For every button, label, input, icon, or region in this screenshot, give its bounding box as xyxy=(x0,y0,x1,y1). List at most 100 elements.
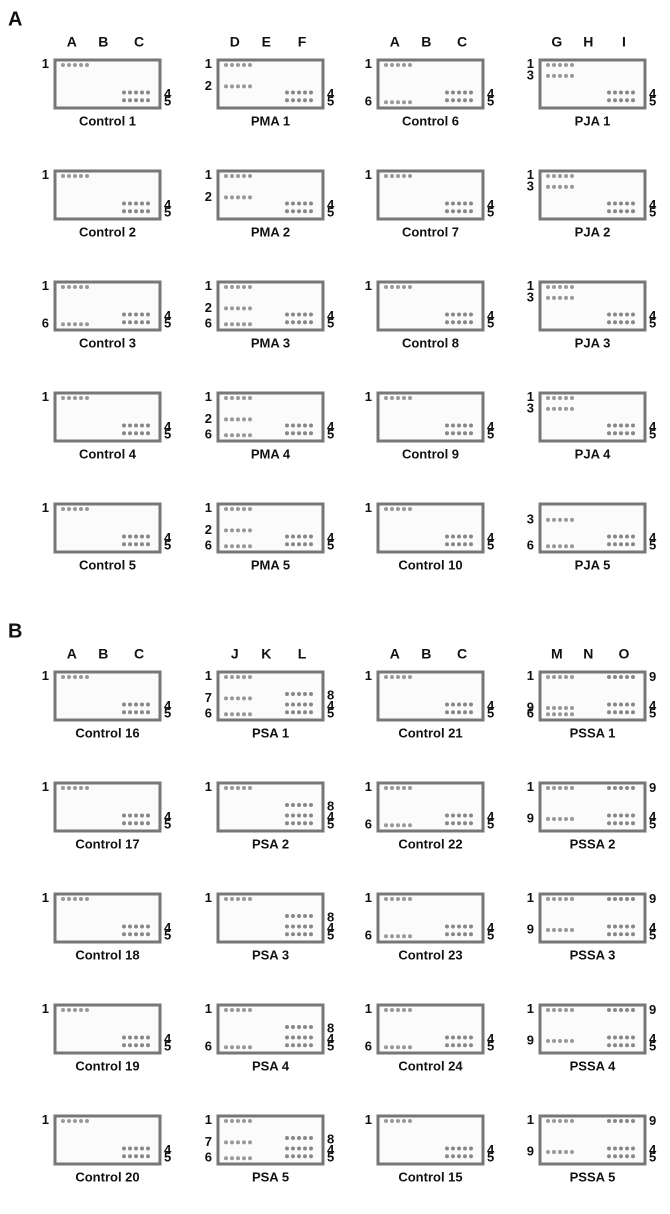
spot-label: 9 xyxy=(527,921,534,936)
spot-label: 6 xyxy=(205,538,212,553)
spot xyxy=(552,1119,556,1123)
spot-label: 5 xyxy=(487,1039,494,1054)
spot xyxy=(128,1043,132,1047)
spot xyxy=(128,424,132,428)
spot-label: 6 xyxy=(365,94,372,109)
spot xyxy=(309,542,313,546)
plate-frame xyxy=(55,60,160,108)
spot xyxy=(242,1119,246,1123)
column-header: A xyxy=(67,646,77,662)
spot xyxy=(309,803,313,807)
spot xyxy=(285,814,289,818)
plate-caption: PSA 3 xyxy=(252,947,289,962)
plate-frame xyxy=(218,282,323,330)
spot xyxy=(631,209,635,213)
spot-label: 1 xyxy=(365,1112,372,1127)
spot-label: 6 xyxy=(205,1150,212,1165)
plate-frame xyxy=(218,1005,323,1053)
spot xyxy=(445,932,449,936)
spot-label: 9 xyxy=(649,780,656,795)
plate-frame xyxy=(55,783,160,831)
spot xyxy=(128,814,132,818)
spot xyxy=(564,1039,568,1043)
spot-label: 5 xyxy=(327,1039,334,1054)
plate-caption: PSA 4 xyxy=(252,1058,290,1073)
spot xyxy=(402,63,406,67)
spot xyxy=(570,928,574,932)
spot xyxy=(297,542,301,546)
spot xyxy=(463,1154,467,1158)
tlc-plate: 1245PMA 2 xyxy=(205,167,335,239)
spot xyxy=(134,424,138,428)
spot xyxy=(128,91,132,95)
spot xyxy=(625,703,629,707)
spot xyxy=(402,934,406,938)
spot xyxy=(619,1036,623,1040)
spot xyxy=(309,320,313,324)
spot-label: 9 xyxy=(649,1002,656,1017)
spot xyxy=(445,209,449,213)
spot xyxy=(570,518,574,522)
plate-caption: Control 23 xyxy=(398,947,462,962)
plate-frame xyxy=(378,60,483,108)
spot xyxy=(631,1119,635,1123)
column-header: C xyxy=(134,34,144,50)
plate-caption: PSA 2 xyxy=(252,836,289,851)
plate-frame xyxy=(218,60,323,108)
plate-frame xyxy=(540,393,645,441)
spot xyxy=(613,535,617,539)
spot-label: 5 xyxy=(487,205,494,220)
spot xyxy=(248,1045,252,1049)
spot xyxy=(570,817,574,821)
spot xyxy=(242,897,246,901)
spot xyxy=(613,1147,617,1151)
spot xyxy=(384,1045,388,1049)
spot xyxy=(242,433,246,437)
spot xyxy=(285,1136,289,1140)
spot-label: 1 xyxy=(527,1112,534,1127)
spot-label: 6 xyxy=(365,817,372,832)
spot xyxy=(297,803,301,807)
spot xyxy=(248,1119,252,1123)
spot xyxy=(291,535,295,539)
spot xyxy=(134,91,138,95)
spot xyxy=(445,535,449,539)
spot xyxy=(558,1150,562,1154)
spot xyxy=(230,63,234,67)
spot xyxy=(297,814,301,818)
spot xyxy=(128,925,132,929)
spot xyxy=(558,1039,562,1043)
spot xyxy=(291,320,295,324)
spot xyxy=(408,675,412,679)
spot-label: 1 xyxy=(205,890,212,905)
spot xyxy=(613,821,617,825)
spot xyxy=(390,396,394,400)
spot xyxy=(613,703,617,707)
tlc-plate: 1345PJA 3 xyxy=(527,278,657,350)
column-header: K xyxy=(261,646,271,662)
plate-frame xyxy=(540,1005,645,1053)
spot-label: 5 xyxy=(327,706,334,721)
spot-label: 1 xyxy=(205,1112,212,1127)
spot-label: 5 xyxy=(327,817,334,832)
spot xyxy=(463,932,467,936)
plate-caption: PMA 5 xyxy=(251,557,290,572)
spot xyxy=(128,821,132,825)
plate-frame xyxy=(55,894,160,942)
spot xyxy=(248,322,252,326)
plate-caption: PSSA 4 xyxy=(570,1058,617,1073)
spot xyxy=(79,897,83,901)
spot xyxy=(408,100,412,104)
spot xyxy=(607,1119,611,1123)
spot xyxy=(309,313,313,317)
spot xyxy=(546,675,550,679)
spot xyxy=(128,1154,132,1158)
spot xyxy=(625,320,629,324)
tlc-plate: 1645Control 23 xyxy=(365,890,495,962)
spot xyxy=(552,675,556,679)
spot-label: 6 xyxy=(527,538,534,553)
spot xyxy=(445,1147,449,1151)
spot xyxy=(408,1045,412,1049)
spot xyxy=(619,1043,623,1047)
